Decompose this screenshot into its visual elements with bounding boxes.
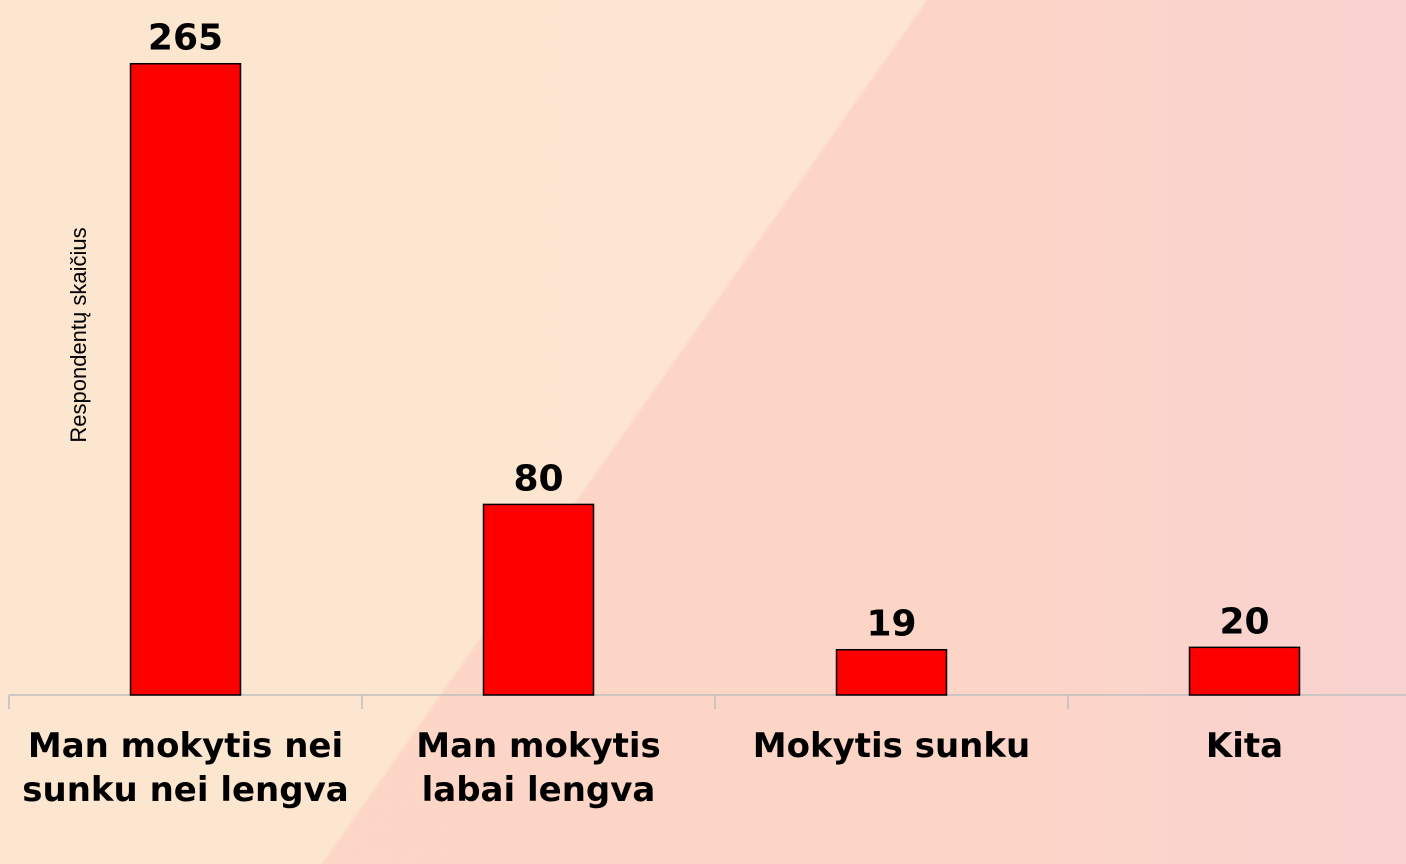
bar — [1188, 646, 1301, 696]
y-axis-label: Respondentų skaičius — [66, 227, 91, 442]
x-tick-label: Man mokytis labai lengva — [416, 726, 661, 810]
x-tick-label: Kita — [1205, 726, 1284, 766]
value-label: 265 — [148, 18, 223, 59]
x-tick-label: Mokytis sunku — [752, 726, 1031, 766]
bar — [835, 648, 948, 696]
value-label: 19 — [866, 604, 916, 645]
value-label: 80 — [513, 458, 563, 499]
bar — [129, 62, 242, 696]
value-label: 20 — [1219, 601, 1269, 642]
bar — [482, 503, 595, 696]
x-tick-label: Man mokytis nei sunku nei lengva — [22, 726, 349, 810]
